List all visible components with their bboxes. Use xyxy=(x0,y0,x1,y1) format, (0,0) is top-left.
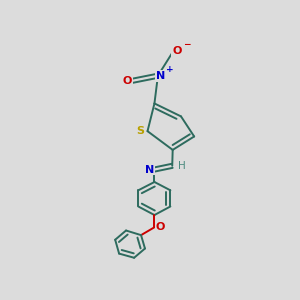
Text: O: O xyxy=(123,76,132,86)
Text: O: O xyxy=(155,222,165,232)
Text: N: N xyxy=(156,71,165,81)
Text: −: − xyxy=(183,40,190,49)
Text: S: S xyxy=(136,126,145,136)
Text: +: + xyxy=(166,65,174,74)
Text: O: O xyxy=(172,46,182,56)
Text: H: H xyxy=(178,161,185,171)
Text: N: N xyxy=(145,164,154,175)
